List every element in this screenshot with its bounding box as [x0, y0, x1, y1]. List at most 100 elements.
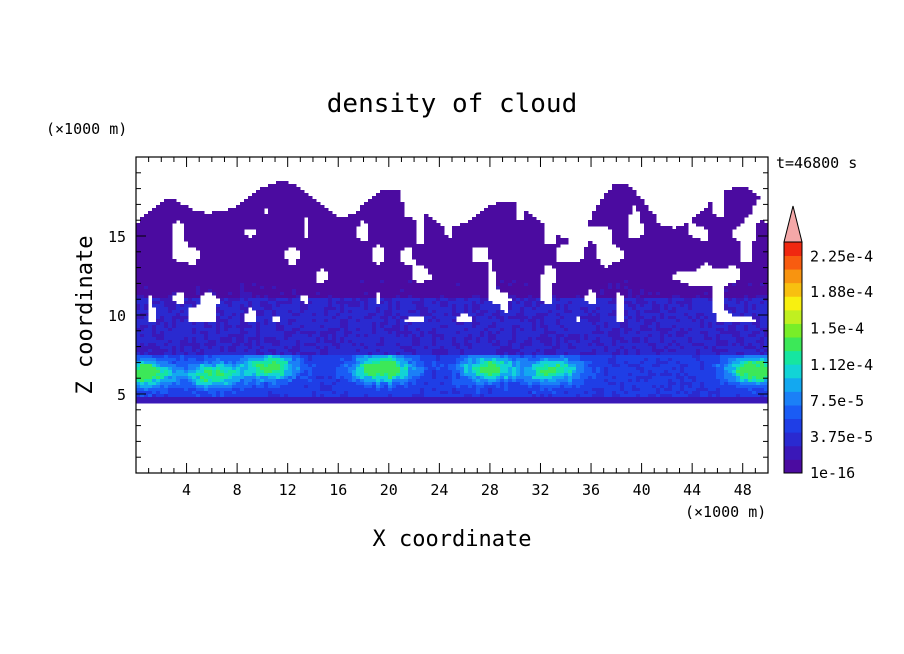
field-cell — [516, 244, 521, 248]
field-cell — [356, 316, 361, 320]
field-cell — [348, 316, 353, 320]
field-cell — [496, 253, 501, 257]
field-cell — [588, 247, 593, 251]
field-cell — [380, 268, 385, 272]
field-cell — [196, 229, 201, 233]
field-cell — [348, 241, 353, 245]
field-cell — [556, 265, 561, 269]
field-cell — [456, 259, 461, 263]
field-cell — [292, 196, 297, 200]
field-cell — [216, 268, 221, 272]
field-cell — [464, 226, 469, 230]
field-cell — [660, 226, 665, 230]
field-cell — [220, 232, 225, 236]
field-cell — [272, 250, 277, 254]
field-cell — [516, 226, 521, 230]
field-cell — [364, 268, 369, 272]
field-cell — [292, 193, 297, 197]
field-cell — [760, 223, 765, 227]
field-cell — [556, 289, 561, 293]
field-cell — [652, 280, 657, 284]
field-cell — [652, 238, 657, 242]
field-cell — [240, 292, 245, 296]
field-cell — [248, 283, 253, 287]
field-cell — [752, 259, 757, 263]
field-cell — [764, 244, 769, 248]
field-cell — [532, 256, 537, 260]
field-cell — [248, 199, 253, 203]
field-cell — [244, 292, 249, 296]
field-cell — [208, 268, 213, 272]
field-cell — [360, 214, 365, 218]
field-cell — [328, 313, 333, 317]
field-cell — [572, 274, 577, 278]
field-cell — [444, 283, 449, 287]
field-cell — [164, 235, 169, 239]
field-cell — [608, 211, 613, 215]
field-cell — [640, 310, 645, 314]
field-cell — [724, 211, 729, 215]
field-cell — [652, 244, 657, 248]
field-cell — [400, 301, 405, 305]
field-cell — [604, 274, 609, 278]
field-cell — [700, 241, 705, 245]
field-cell — [164, 205, 169, 209]
field-cell — [456, 226, 461, 230]
field-cell — [232, 292, 237, 296]
field-cell — [280, 313, 285, 317]
field-cell — [180, 277, 185, 281]
field-cell — [336, 295, 341, 299]
field-cell — [496, 211, 501, 215]
field-cell — [168, 304, 173, 308]
field-cell — [300, 268, 305, 272]
field-cell — [140, 310, 145, 314]
field-cell — [648, 214, 653, 218]
field-cell — [180, 271, 185, 275]
field-cell — [368, 247, 373, 251]
field-cell — [700, 256, 705, 260]
field-cell — [152, 232, 157, 236]
field-cell — [720, 229, 725, 233]
field-cell — [596, 298, 601, 302]
field-cell — [696, 241, 701, 245]
field-cell — [268, 274, 273, 278]
field-cell — [644, 205, 649, 209]
field-cell — [672, 289, 677, 293]
field-cell — [684, 268, 689, 272]
field-cell — [252, 226, 257, 230]
field-cell — [260, 247, 265, 251]
field-cell — [280, 310, 285, 314]
field-cell — [416, 250, 421, 254]
field-cell — [688, 244, 693, 248]
field-cell — [240, 220, 245, 224]
field-cell — [240, 313, 245, 317]
field-cell — [336, 310, 341, 314]
field-cell — [616, 268, 621, 272]
field-cell — [172, 217, 177, 221]
field-cell — [652, 283, 657, 287]
field-cell — [736, 244, 741, 248]
field-cell — [424, 307, 429, 311]
field-cell — [388, 223, 393, 227]
field-cell — [568, 316, 573, 320]
field-cell — [252, 265, 257, 269]
field-cell — [168, 220, 173, 224]
field-cell — [556, 298, 561, 302]
field-cell — [416, 253, 421, 257]
field-cell — [372, 226, 377, 230]
field-cell — [644, 259, 649, 263]
field-cell — [148, 262, 153, 266]
field-cell — [380, 202, 385, 206]
field-cell — [284, 235, 289, 239]
field-cell — [556, 295, 561, 299]
field-cell — [244, 310, 249, 314]
field-cell — [644, 220, 649, 224]
field-cell — [528, 280, 533, 284]
field-cell — [644, 229, 649, 233]
field-cell — [316, 307, 321, 311]
field-cell — [352, 247, 357, 251]
field-cell — [672, 232, 677, 236]
field-cell — [476, 244, 481, 248]
field-cell — [192, 229, 197, 233]
field-cell — [580, 280, 585, 284]
